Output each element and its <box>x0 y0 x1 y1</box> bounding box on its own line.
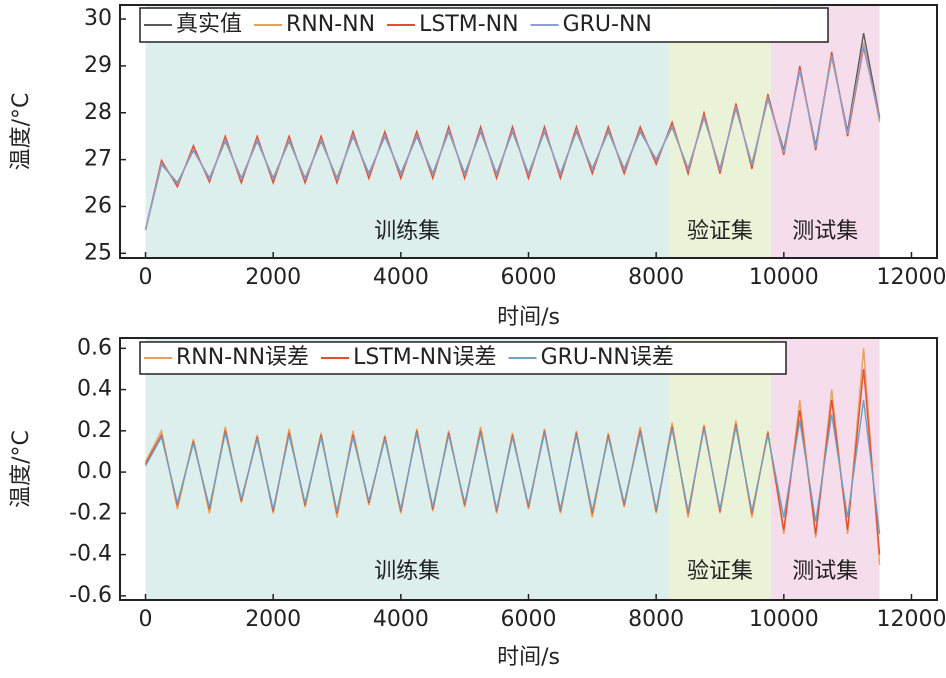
x-tick-label: 0 <box>139 265 153 290</box>
y-tick-label: -0.2 <box>69 500 112 525</box>
legend-label: RNN-NN <box>286 12 375 37</box>
y-axis-label: 温度/°C <box>9 93 34 171</box>
x-tick-label: 6000 <box>501 265 557 290</box>
region-label: 训练集 <box>374 559 440 584</box>
region <box>771 338 880 600</box>
x-tick-label: 2000 <box>245 265 301 290</box>
region-label: 训练集 <box>374 219 440 244</box>
y-tick-label: 27 <box>84 147 112 172</box>
region-label: 验证集 <box>687 219 753 244</box>
region-label: 测试集 <box>792 219 858 244</box>
x-tick-label: 4000 <box>373 265 429 290</box>
legend-label: LSTM-NN <box>419 12 519 37</box>
x-tick-label: 0 <box>139 607 153 632</box>
x-axis-label: 时间/s <box>497 645 560 670</box>
x-tick-label: 10000 <box>749 607 819 632</box>
legend-label: 真实值 <box>176 12 242 37</box>
x-tick-label: 12000 <box>876 607 946 632</box>
y-tick-label: 29 <box>84 53 112 78</box>
y-tick-label: -0.4 <box>69 542 112 567</box>
x-axis-label: 时间/s <box>497 305 560 330</box>
region-label: 测试集 <box>792 559 858 584</box>
y-axis-label: 温度/°C <box>9 430 34 508</box>
region <box>145 5 669 258</box>
legend-box <box>139 7 829 43</box>
legend-label: LSTM-NN误差 <box>353 345 497 370</box>
y-tick-label: 0.6 <box>77 335 112 360</box>
y-tick-label: 0.2 <box>77 418 112 443</box>
y-tick-label: 0.0 <box>77 459 112 484</box>
x-tick-label: 2000 <box>245 607 301 632</box>
region-label: 验证集 <box>687 559 753 584</box>
y-tick-label: -0.6 <box>69 583 112 608</box>
y-tick-label: 25 <box>84 240 112 265</box>
x-tick-label: 10000 <box>749 265 819 290</box>
legend-box <box>139 341 787 375</box>
legend-label: RNN-NN误差 <box>176 345 309 370</box>
region <box>145 338 669 600</box>
y-tick-label: 0.4 <box>77 377 112 402</box>
series-line <box>144 399 881 535</box>
legend-label: GRU-NN <box>563 12 652 37</box>
y-tick-label: 30 <box>84 6 112 31</box>
x-tick-label: 4000 <box>373 607 429 632</box>
x-tick-label: 8000 <box>628 265 684 290</box>
y-tick-label: 28 <box>84 100 112 125</box>
series-line <box>144 44 881 231</box>
y-tick-label: 26 <box>84 193 112 218</box>
x-tick-label: 6000 <box>501 607 557 632</box>
legend-label: GRU-NN误差 <box>541 345 674 370</box>
x-tick-label: 8000 <box>628 607 684 632</box>
x-tick-label: 12000 <box>876 265 946 290</box>
region <box>668 338 772 600</box>
region <box>668 5 772 258</box>
